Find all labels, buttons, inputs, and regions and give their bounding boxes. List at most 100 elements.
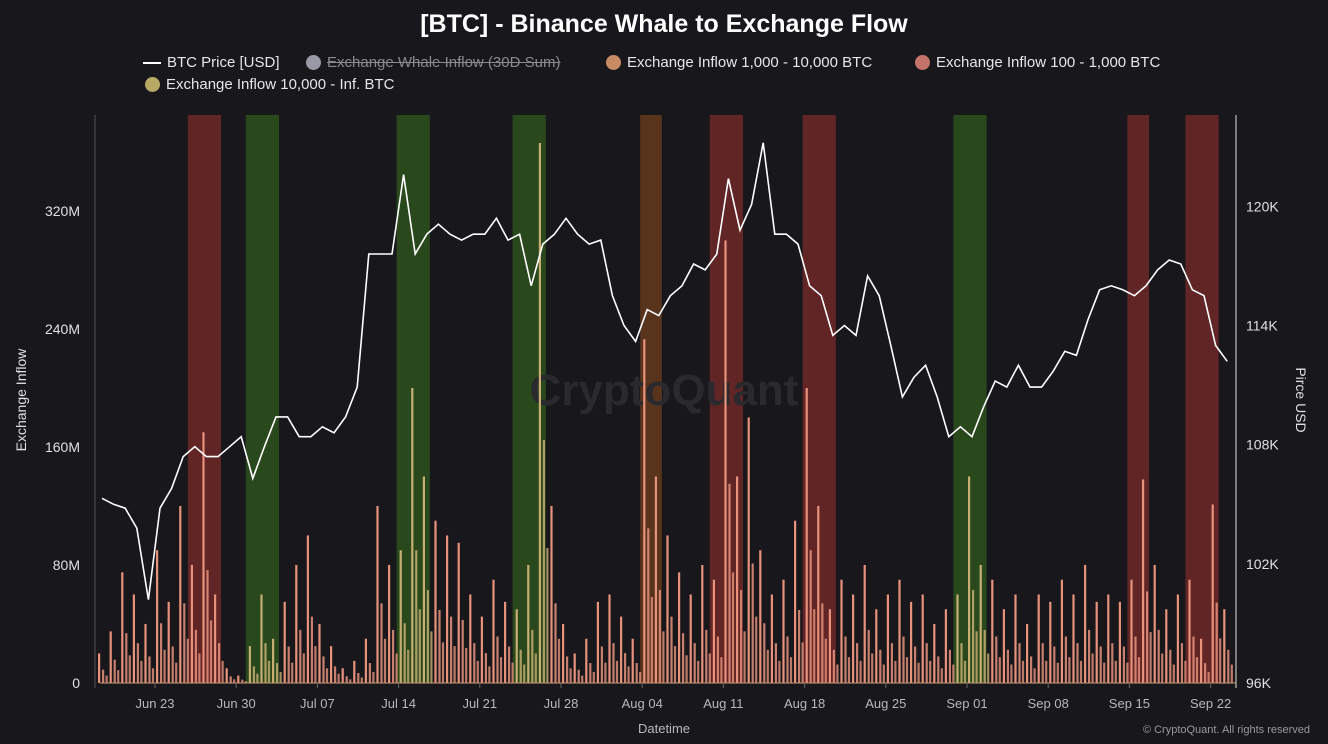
inflow-bar	[759, 550, 762, 683]
inflow-bar	[461, 619, 464, 683]
inflow-bar	[979, 564, 982, 683]
inflow-bar	[585, 638, 588, 683]
inflow-bar	[840, 579, 843, 683]
inflow-bar	[504, 601, 507, 683]
inflow-bar	[310, 616, 313, 683]
inflow-bar	[415, 550, 418, 683]
legend-label: BTC Price [USD]	[167, 54, 280, 71]
inflow-bar	[1049, 601, 1052, 683]
inflow-bar	[179, 505, 182, 683]
inflow-bar	[515, 609, 518, 683]
x-tick-label: Sep 15	[1109, 696, 1150, 711]
inflow-bar	[624, 653, 627, 683]
inflow-bar	[1076, 643, 1079, 683]
inflow-bar	[879, 649, 882, 683]
inflow-bar	[615, 660, 619, 683]
inflow-bar	[252, 666, 255, 683]
legend-label: Exchange Whale Inflow (30D Sum)	[327, 54, 561, 71]
inflow-bar	[1142, 479, 1145, 683]
inflow-bar	[1180, 643, 1183, 683]
inflow-bar	[670, 616, 673, 683]
inflow-bar	[450, 616, 453, 683]
y-right-tick: 120K	[1246, 198, 1279, 214]
inflow-bar	[1088, 629, 1091, 683]
inflow-bar	[538, 143, 541, 683]
inflow-bar	[914, 646, 917, 683]
inflow-bar	[813, 609, 816, 683]
inflow-bar	[167, 601, 170, 683]
inflow-bar	[867, 629, 870, 683]
inflow-bar	[426, 590, 429, 683]
inflow-bar	[705, 629, 708, 683]
legend-item-btc-price[interactable]: BTC Price [USD]	[143, 54, 280, 71]
chart-title: [BTC] - Binance Whale to Exchange Flow	[420, 10, 908, 38]
inflow-bar	[859, 660, 862, 683]
inflow-bar	[457, 542, 460, 683]
inflow-bar	[1195, 657, 1199, 683]
inflow-bar	[662, 631, 665, 683]
inflow-bar	[952, 664, 955, 683]
inflow-bar	[1033, 668, 1036, 683]
legend-item-inflow-10000-inf[interactable]: Exchange Inflow 10,000 - Inf. BTC	[145, 76, 394, 93]
inflow-bar	[357, 673, 360, 683]
inflow-bar	[542, 440, 545, 683]
inflow-bar	[306, 535, 309, 683]
inflow-bar	[194, 629, 197, 683]
legend-item-inflow-100-1000[interactable]: Exchange Inflow 100 - 1,000 BTC	[915, 54, 1160, 71]
inflow-bar	[1126, 662, 1129, 683]
inflow-bar	[828, 609, 831, 683]
inflow-bar	[600, 646, 603, 683]
inflow-bar	[685, 655, 688, 683]
inflow-bar	[995, 636, 998, 683]
inflow-bar	[1103, 662, 1106, 683]
legend-item-whale-inflow[interactable]: Exchange Whale Inflow (30D Sum)	[306, 54, 560, 71]
inflow-bar	[898, 579, 901, 683]
inflow-bar	[1021, 660, 1025, 683]
inflow-bar	[546, 548, 549, 683]
inflow-bar	[1099, 646, 1102, 683]
inflow-bar	[322, 656, 325, 683]
inflow-bar	[1192, 636, 1195, 683]
y-left-tick: 80M	[53, 557, 80, 573]
inflow-bar	[519, 649, 522, 683]
inflow-bar	[1227, 649, 1230, 683]
inflow-bar	[863, 564, 866, 683]
inflow-bar	[163, 649, 166, 683]
x-tick-label: Sep 08	[1028, 696, 1069, 711]
legend-label: Exchange Inflow 10,000 - Inf. BTC	[166, 76, 395, 93]
inflow-bar	[388, 564, 391, 683]
inflow-bar	[1064, 636, 1067, 683]
inflow-bar	[353, 660, 356, 683]
line-swatch-icon	[143, 61, 161, 64]
legend-item-inflow-1000-10000[interactable]: Exchange Inflow 1,000 - 10,000 BTC	[606, 54, 872, 71]
inflow-bar	[720, 657, 723, 683]
inflow-bar	[209, 620, 213, 683]
inflow-bar	[380, 603, 383, 683]
inflow-bar	[716, 636, 719, 683]
y-left-tick: 320M	[45, 203, 80, 219]
inflow-bar	[411, 387, 414, 683]
inflow-bar	[128, 655, 131, 683]
inflow-bar	[847, 657, 851, 683]
inflow-bar	[805, 387, 808, 683]
inflow-bar	[523, 664, 526, 683]
inflow-bar	[998, 657, 1001, 683]
inflow-bar	[1184, 660, 1187, 683]
x-tick-label: Aug 25	[865, 696, 906, 711]
inflow-bar	[441, 642, 445, 683]
inflow-bar	[221, 660, 224, 683]
inflow-bar	[1157, 629, 1160, 683]
highlight-band	[245, 115, 279, 683]
inflow-bar	[882, 664, 885, 683]
inflow-bar	[291, 662, 294, 683]
inflow-bar	[473, 643, 476, 683]
inflow-bar	[430, 631, 433, 683]
inflow-bar	[237, 675, 240, 683]
y-right-tick: 96K	[1246, 675, 1272, 691]
inflow-bar	[917, 662, 920, 683]
inflow-bar	[349, 679, 352, 683]
inflow-bar	[643, 339, 646, 683]
inflow-bar	[267, 660, 271, 683]
inflow-bar	[1165, 609, 1168, 683]
inflow-bar	[1172, 664, 1175, 683]
